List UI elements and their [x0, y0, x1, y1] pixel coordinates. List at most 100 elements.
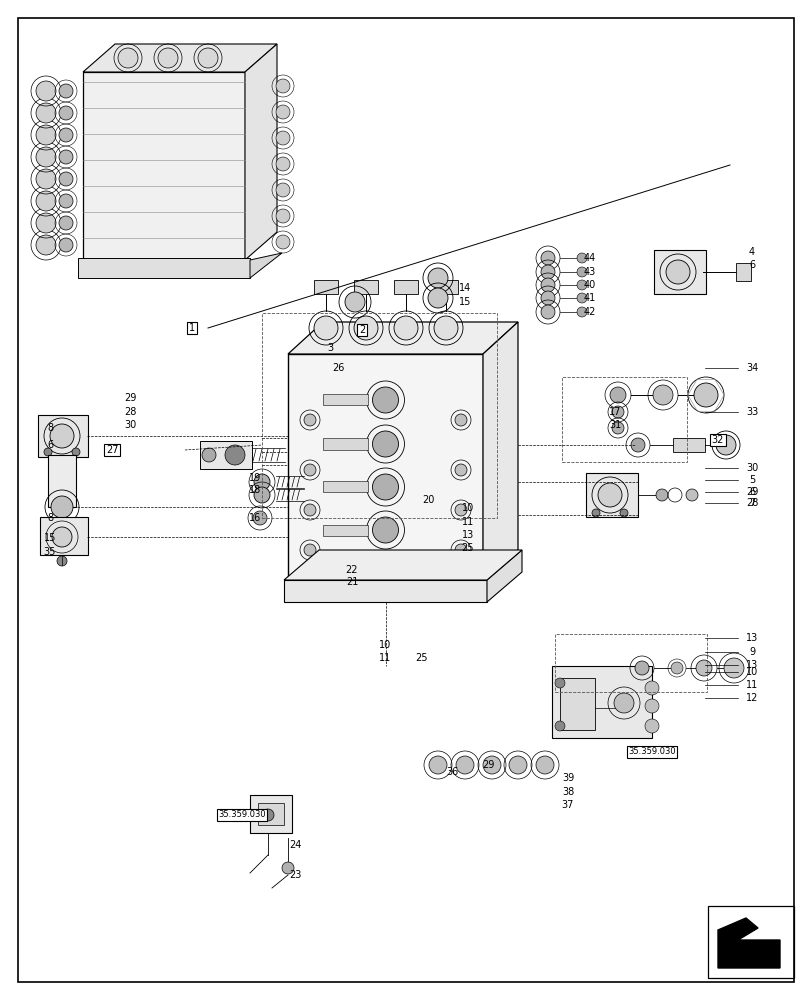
- Circle shape: [36, 125, 56, 145]
- Polygon shape: [487, 550, 521, 602]
- Circle shape: [303, 504, 315, 516]
- Circle shape: [685, 489, 697, 501]
- Circle shape: [36, 147, 56, 167]
- Text: 13: 13: [745, 633, 757, 643]
- Circle shape: [36, 103, 56, 123]
- Circle shape: [51, 496, 73, 518]
- Text: 2: 2: [358, 325, 365, 335]
- Text: 29: 29: [744, 487, 757, 497]
- Circle shape: [59, 172, 73, 186]
- Circle shape: [314, 316, 337, 340]
- Circle shape: [611, 422, 623, 434]
- Circle shape: [59, 106, 73, 120]
- Circle shape: [540, 291, 554, 305]
- Circle shape: [52, 527, 72, 547]
- Bar: [284, 580, 487, 602]
- Circle shape: [483, 756, 500, 774]
- Text: 35: 35: [44, 547, 56, 557]
- Circle shape: [345, 292, 365, 312]
- Bar: [83, 72, 245, 260]
- Polygon shape: [288, 322, 517, 354]
- Bar: [323, 438, 367, 450]
- Circle shape: [354, 316, 378, 340]
- Circle shape: [57, 556, 67, 566]
- Circle shape: [36, 191, 56, 211]
- Circle shape: [44, 448, 52, 456]
- Circle shape: [276, 209, 290, 223]
- Text: 8: 8: [47, 513, 53, 523]
- Bar: [258, 803, 284, 825]
- Text: 1: 1: [189, 323, 195, 333]
- Circle shape: [591, 509, 599, 517]
- Circle shape: [59, 128, 73, 142]
- Circle shape: [428, 756, 446, 774]
- Bar: [200, 441, 251, 469]
- Text: 18: 18: [248, 485, 261, 495]
- Circle shape: [262, 809, 273, 821]
- Circle shape: [609, 387, 625, 403]
- Bar: [393, 280, 418, 294]
- Text: 14: 14: [458, 283, 470, 293]
- Text: 4: 4: [748, 247, 754, 257]
- Circle shape: [281, 862, 294, 874]
- Circle shape: [611, 406, 623, 418]
- Text: 33: 33: [745, 407, 757, 417]
- Text: 42: 42: [583, 307, 595, 317]
- Bar: [323, 481, 367, 492]
- Text: 30: 30: [745, 463, 757, 473]
- Circle shape: [577, 280, 586, 290]
- Bar: [323, 524, 367, 536]
- Text: 32: 32: [711, 435, 723, 445]
- Text: 19: 19: [248, 473, 261, 483]
- Circle shape: [540, 251, 554, 265]
- Circle shape: [59, 150, 73, 164]
- Text: 40: 40: [583, 280, 595, 290]
- Circle shape: [427, 268, 448, 288]
- Text: 35.359.030: 35.359.030: [218, 810, 265, 819]
- Text: 10: 10: [745, 667, 757, 677]
- Circle shape: [303, 414, 315, 426]
- Circle shape: [254, 487, 270, 503]
- Text: 44: 44: [583, 253, 595, 263]
- Circle shape: [253, 511, 267, 525]
- Bar: [48, 455, 76, 507]
- Text: 15: 15: [44, 533, 56, 543]
- Text: 10: 10: [461, 503, 474, 513]
- Text: 20: 20: [421, 495, 434, 505]
- Bar: [735, 263, 750, 281]
- Text: 30: 30: [124, 420, 136, 430]
- Circle shape: [695, 660, 711, 676]
- Text: 11: 11: [461, 517, 474, 527]
- Text: 25: 25: [461, 543, 474, 553]
- Bar: [554, 634, 706, 692]
- Text: 38: 38: [561, 787, 573, 797]
- Circle shape: [254, 474, 270, 490]
- Polygon shape: [83, 44, 277, 72]
- Circle shape: [198, 48, 217, 68]
- Circle shape: [276, 79, 290, 93]
- Text: 23: 23: [289, 870, 301, 880]
- Circle shape: [456, 756, 474, 774]
- Text: 29: 29: [123, 393, 136, 403]
- Text: 15: 15: [458, 297, 470, 307]
- Bar: [586, 473, 637, 517]
- Circle shape: [36, 235, 56, 255]
- Text: 24: 24: [289, 840, 301, 850]
- Circle shape: [36, 81, 56, 101]
- Polygon shape: [284, 550, 521, 580]
- Bar: [78, 258, 250, 278]
- Text: 9: 9: [748, 647, 754, 657]
- Bar: [551, 666, 651, 738]
- Circle shape: [597, 483, 621, 507]
- Circle shape: [158, 48, 178, 68]
- Circle shape: [540, 305, 554, 319]
- Circle shape: [723, 658, 743, 678]
- Text: 31: 31: [608, 420, 620, 430]
- Circle shape: [715, 435, 735, 455]
- Polygon shape: [245, 44, 277, 260]
- Bar: [262, 313, 496, 518]
- Text: 3: 3: [327, 343, 333, 353]
- Circle shape: [634, 661, 648, 675]
- Bar: [323, 394, 367, 405]
- Circle shape: [693, 383, 717, 407]
